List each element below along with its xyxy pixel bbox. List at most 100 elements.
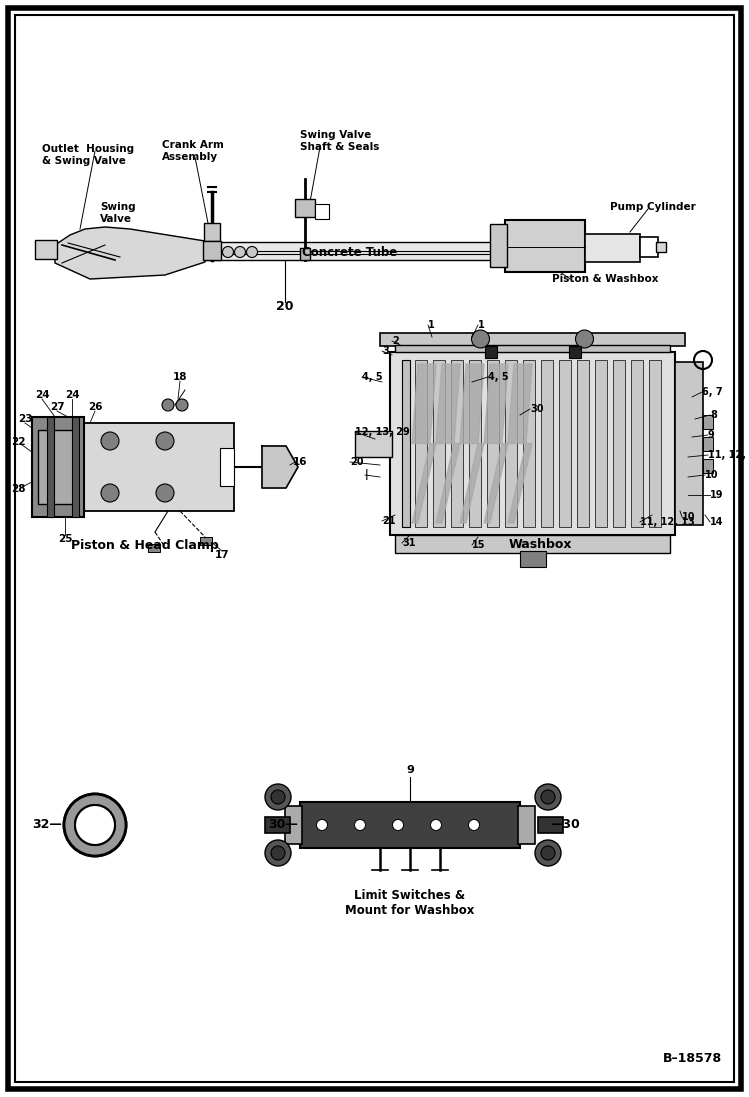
Text: 1: 1 (478, 320, 485, 330)
Bar (631, 360, 643, 527)
Circle shape (271, 790, 285, 804)
Text: 15: 15 (472, 540, 485, 550)
Text: 18: 18 (173, 372, 187, 382)
Text: Piston & Washbox: Piston & Washbox (552, 274, 658, 284)
Circle shape (271, 846, 285, 860)
Text: Assembly: Assembly (162, 152, 218, 162)
Text: Swing Valve: Swing Valve (300, 131, 372, 140)
Text: 10: 10 (682, 512, 696, 522)
Bar (32, 417, 84, 517)
Bar (520, 551, 545, 567)
Bar (200, 538, 212, 545)
Circle shape (156, 432, 174, 450)
Bar (675, 362, 703, 525)
Text: |: | (365, 470, 369, 480)
Circle shape (392, 819, 404, 830)
Text: 21: 21 (382, 516, 395, 525)
Text: 10: 10 (705, 470, 718, 480)
Bar (703, 415, 713, 429)
Text: —30: —30 (550, 818, 580, 832)
Text: 24: 24 (64, 391, 79, 400)
Circle shape (575, 330, 593, 348)
Circle shape (234, 247, 246, 258)
Text: 22: 22 (10, 437, 25, 446)
Bar (300, 802, 520, 848)
Bar (300, 248, 310, 260)
Polygon shape (484, 364, 508, 443)
Bar (703, 437, 713, 451)
Bar (433, 360, 445, 527)
Text: 4, 5: 4, 5 (488, 372, 509, 382)
Text: 9: 9 (406, 765, 414, 774)
Circle shape (541, 790, 555, 804)
Text: 17: 17 (215, 550, 229, 559)
Polygon shape (436, 364, 460, 443)
Text: Limit Switches &
Mount for Washbox: Limit Switches & Mount for Washbox (345, 889, 475, 917)
Bar (315, 204, 329, 219)
Bar (380, 333, 685, 346)
Circle shape (162, 399, 174, 411)
Text: 4, 5: 4, 5 (362, 372, 383, 382)
Circle shape (101, 432, 119, 450)
Text: Crank Arm: Crank Arm (162, 140, 224, 150)
Text: 16: 16 (293, 457, 307, 467)
Bar (402, 360, 410, 527)
Bar (415, 360, 427, 527)
Circle shape (535, 840, 561, 866)
Bar (469, 360, 481, 527)
Text: 27: 27 (49, 402, 64, 412)
Bar (523, 360, 535, 527)
Bar (649, 360, 661, 527)
Circle shape (75, 805, 115, 845)
Bar (72, 417, 79, 517)
Circle shape (472, 330, 490, 348)
Text: 30: 30 (530, 404, 544, 414)
Polygon shape (436, 443, 460, 523)
Bar (204, 223, 220, 241)
Text: 2: 2 (392, 336, 398, 346)
Bar (451, 360, 463, 527)
Text: Concrete Tube: Concrete Tube (303, 247, 398, 260)
Bar (285, 806, 302, 844)
Bar (656, 242, 666, 252)
Circle shape (265, 840, 291, 866)
Text: B–18578: B–18578 (663, 1052, 722, 1065)
Bar (295, 199, 315, 217)
Circle shape (176, 399, 188, 411)
Bar (568, 346, 580, 358)
Bar (541, 360, 553, 527)
Text: 23: 23 (18, 414, 32, 425)
Bar (203, 241, 221, 260)
Bar (35, 240, 57, 259)
Circle shape (469, 819, 479, 830)
Polygon shape (460, 443, 484, 523)
Text: 24: 24 (34, 391, 49, 400)
Text: 28: 28 (10, 484, 25, 494)
Circle shape (265, 784, 291, 810)
Text: 6, 7: 6, 7 (702, 387, 723, 397)
Text: 11, 12, 13: 11, 12, 13 (708, 450, 749, 460)
Text: 12, 13, 29: 12, 13, 29 (355, 427, 410, 437)
Text: 14: 14 (710, 517, 724, 527)
Circle shape (354, 819, 366, 830)
Text: 11, 12, 13: 11, 12, 13 (640, 517, 695, 527)
Bar (205, 242, 585, 260)
Text: Shaft & Seals: Shaft & Seals (300, 142, 380, 152)
Text: 31: 31 (402, 538, 416, 548)
Circle shape (317, 819, 327, 830)
Bar (613, 360, 625, 527)
Text: & Swing Valve: & Swing Valve (42, 156, 126, 166)
Bar (395, 535, 670, 553)
Bar (585, 234, 640, 262)
Circle shape (64, 794, 126, 856)
Bar (265, 817, 290, 833)
Bar (485, 346, 497, 358)
Circle shape (222, 247, 234, 258)
Text: 20: 20 (350, 457, 363, 467)
Text: 1: 1 (428, 320, 434, 330)
Bar (355, 430, 392, 456)
Bar (703, 459, 713, 473)
Bar (487, 360, 499, 527)
Bar (490, 224, 507, 267)
Bar (595, 360, 607, 527)
